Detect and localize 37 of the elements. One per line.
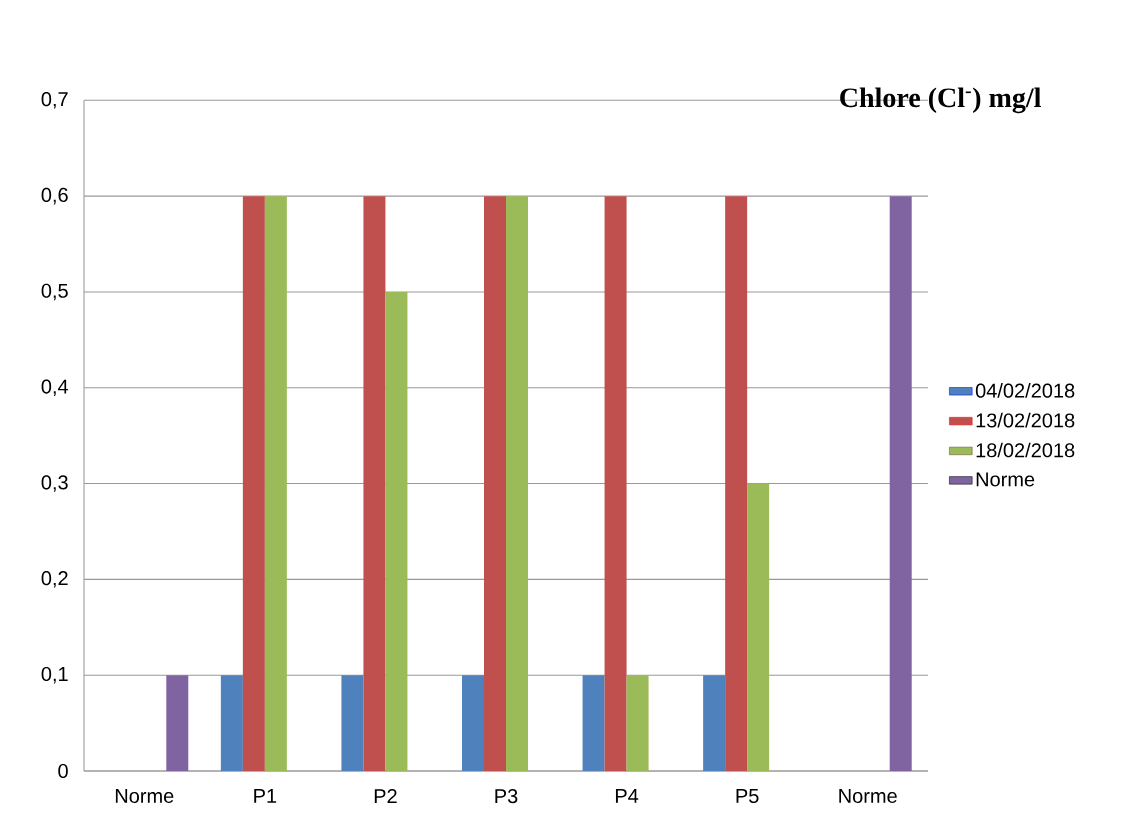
x-tick-label: Norme [115, 789, 174, 803]
bar [242, 196, 265, 771]
y-tick-label: 0,2 [41, 571, 68, 588]
bar [264, 196, 287, 771]
y-tick-label: 0,7 [41, 92, 68, 109]
bar [166, 675, 189, 771]
bar [220, 675, 243, 771]
y-tick-label: 0 [58, 763, 68, 779]
y-tick-label: 0,3 [41, 475, 68, 492]
y-tick-label: 0,6 [41, 187, 68, 205]
legend-label: 04/02/2018 [975, 383, 1075, 398]
bar [582, 675, 605, 771]
bar [889, 196, 912, 771]
bar [747, 483, 770, 771]
y-tick-label: 0,1 [41, 666, 68, 684]
bar [626, 675, 649, 771]
y-tick-label: 0,4 [41, 379, 69, 397]
x-tick-label: Norme [839, 789, 897, 803]
legend-label: 13/02/2018 [976, 412, 1075, 428]
x-tick-label: P2 [374, 789, 397, 803]
bar [725, 196, 748, 771]
x-tick-label: P1 [254, 789, 277, 803]
bar [604, 196, 627, 771]
bar [363, 196, 386, 771]
legend-label: 18/02/2018 [976, 442, 1075, 458]
x-tick-label: P4 [615, 789, 639, 803]
chart-title: Chlore (Cl$^{-}$) mg/l [840, 87, 1041, 114]
y-tick-label: 0,5 [41, 283, 68, 301]
x-tick-label: P3 [495, 789, 518, 804]
x-tick-label: P5 [736, 789, 759, 803]
bar [341, 675, 364, 771]
legend-label: Norme [976, 472, 1035, 487]
bar [385, 291, 408, 771]
bar [484, 196, 506, 771]
bar [506, 196, 528, 771]
bar [703, 675, 726, 771]
bar [462, 675, 485, 771]
